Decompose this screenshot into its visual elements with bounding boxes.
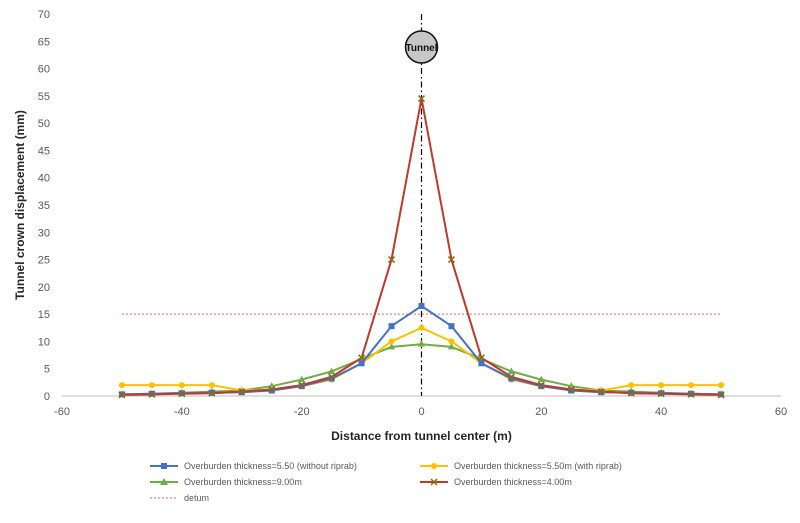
y-tick-label: 0 [44,391,50,403]
legend-swatch-series-1 [150,463,178,469]
legend-item-series-5: detum [150,493,420,503]
x-tick-label: 0 [418,406,424,418]
legend-item-series-4: Overburden thickness=4.00m [420,477,690,487]
series-1-point [298,383,305,390]
series-3-point [388,342,396,350]
series-2-point [718,382,725,389]
series-3-point [507,367,515,374]
tunnel-label: Tunnel [405,43,437,54]
series-4-point [627,389,635,397]
legend-label-series-2: Overburden thickness=5.50m (with riprab) [454,461,622,471]
series-3-point [447,342,455,350]
x-tick-label: 60 [775,406,787,418]
y-tick-label: 20 [38,282,50,294]
series-2-point [178,382,185,389]
legend-item-series-1: Overburden thickness=5.50 (without ripra… [150,461,420,471]
series-4-point [118,391,126,399]
legend-row-3: detum [150,490,710,506]
y-tick-label: 35 [38,200,50,212]
series-4-point [268,385,276,393]
x-tick-label: 40 [655,406,667,418]
series-4-point [657,390,665,398]
chart-legend: Overburden thickness=5.50 (without ripra… [150,458,710,506]
series-4-point [507,373,515,381]
legend-swatch-series-4 [420,478,448,486]
series-4-point [358,354,366,362]
series-1-point [268,387,275,394]
y-tick-label: 65 [38,36,50,48]
series-4-point [298,381,306,389]
y-tick-label: 55 [38,91,50,103]
y-axis-title: Tunnel crown displacement (mm) [13,110,27,300]
y-tick-label: 10 [38,336,50,348]
series-2-point [688,382,695,389]
series-2-point [388,338,395,345]
series-2-point [418,324,425,331]
series-2-point [118,382,125,389]
tunnel-circle [404,30,439,64]
legend-swatch-series-3 [150,478,178,485]
series-2-point [628,382,635,389]
legend-label-series-4: Overburden thickness=4.00m [454,477,572,487]
series-1-point [538,383,545,390]
legend-row-1: Overburden thickness=5.50 (without ripra… [150,458,710,474]
series-4-point [477,354,485,362]
series-4-point [597,388,605,396]
y-tick-label: 40 [38,173,50,185]
series-1-point [448,323,455,330]
series-4-point [447,256,455,264]
x-tick-label: 20 [535,406,547,418]
legend-row-2: Overburden thickness=9.00m Overburden th… [150,474,710,490]
legend-item-series-3: Overburden thickness=9.00m [150,477,420,487]
y-tick-label: 45 [38,145,50,157]
series-1-point [418,302,425,309]
series-4-point [208,389,216,397]
series-1-point [568,387,575,394]
x-tick-label: -40 [174,406,190,418]
legend-label-series-1: Overburden thickness=5.50 (without ripra… [184,461,357,471]
y-tick-label: 15 [38,309,50,321]
series-4-point [417,95,426,103]
y-tick-label: 70 [38,9,50,21]
y-tick-label: 60 [38,64,50,76]
legend-swatch-series-5 [150,497,178,499]
series-4-point [717,391,725,399]
series-4-point [537,381,545,389]
series-3-point [298,375,306,383]
series-1-point [388,323,395,330]
y-tick-label: 30 [38,227,50,239]
series-1-point [508,375,515,382]
series-4-point [567,385,575,393]
legend-swatch-series-2 [420,463,448,469]
series-4-point [148,390,156,398]
legend-item-series-2: Overburden thickness=5.50m (with riprab) [420,461,690,471]
series-4-point [328,373,336,381]
series-4-point [687,390,695,398]
series-4-point [238,388,246,396]
x-axis-title: Distance from tunnel center (m) [331,429,512,443]
series-2-point [148,382,155,389]
series-2-point [658,382,665,389]
series-3-point [328,367,336,374]
x-tick-label: -60 [54,406,70,418]
legend-label-series-5: detum [184,493,210,503]
series-2-point [208,382,215,389]
y-tick-label: 25 [38,255,50,267]
series-1-point [328,375,335,382]
series-3-point [418,340,425,347]
series-2-point [448,338,455,345]
series-1-point [358,360,365,367]
y-tick-label: 5 [44,364,50,376]
series-3-point [537,375,545,383]
legend-label-series-3: Overburden thickness=9.00m [184,477,302,487]
series-1-point [478,360,485,367]
x-tick-label: -20 [294,406,310,418]
y-tick-label: 50 [38,118,50,130]
series-4-point [178,390,186,398]
series-4-point [388,256,396,264]
